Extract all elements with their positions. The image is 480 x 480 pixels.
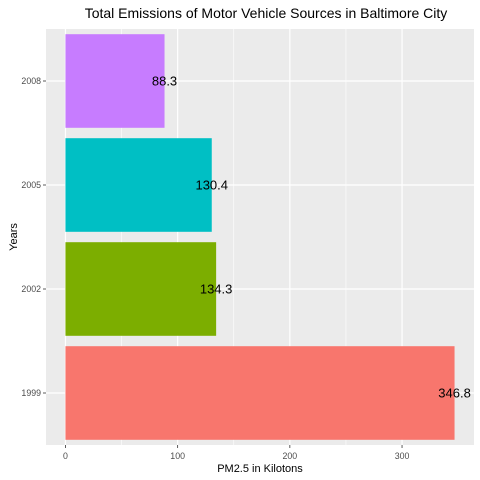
bars	[65, 34, 455, 440]
bar-label-2008: 88.3	[152, 74, 177, 89]
bar-label-2005: 130.4	[195, 178, 228, 193]
y-tick-label-2005: 2005	[21, 180, 41, 190]
y-tick-label-2002: 2002	[21, 284, 41, 294]
x-tick-label-100: 100	[170, 451, 185, 461]
bar-1999	[65, 346, 455, 440]
bar-label-2002: 134.3	[200, 282, 233, 297]
chart-title: Total Emissions of Motor Vehicle Sources…	[85, 5, 448, 21]
bar-2005	[65, 138, 212, 232]
x-tick-label-0: 0	[63, 451, 68, 461]
bar-labels: 346.8 134.3 130.4 88.3	[152, 74, 471, 401]
y-axis-title: Years	[8, 223, 20, 251]
bar-label-1999: 346.8	[438, 386, 471, 401]
bar-2002	[65, 242, 217, 336]
y-tick-label-2008: 2008	[21, 76, 41, 86]
x-tick-label-300: 300	[395, 451, 410, 461]
x-tick-label-200: 200	[283, 451, 298, 461]
bar-2008	[65, 34, 165, 128]
y-axis: 1999 2002 2005 2008	[21, 76, 46, 398]
y-tick-label-1999: 1999	[21, 388, 41, 398]
x-axis-title: PM2.5 in Kilotons	[217, 463, 303, 475]
x-axis: 0 100 200 300	[63, 445, 409, 461]
